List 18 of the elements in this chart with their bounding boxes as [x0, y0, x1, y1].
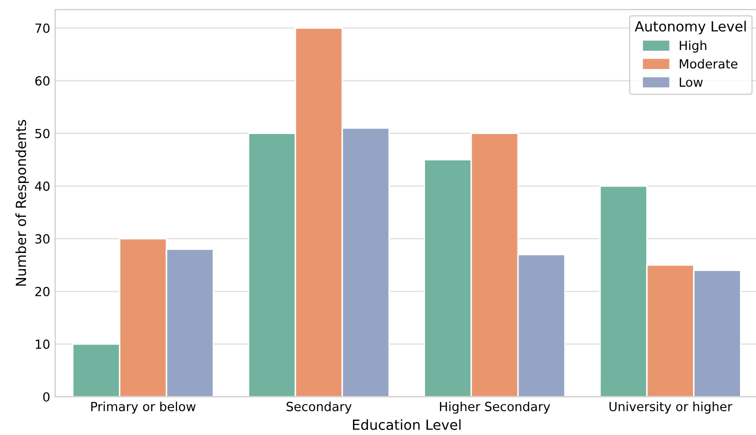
y-tick-label: 70 — [35, 23, 50, 33]
legend-label: High — [680, 40, 706, 53]
y-tick-label: 60 — [35, 76, 50, 86]
legend-label: Moderate — [680, 58, 738, 69]
x-tick-label: Primary or below — [91, 402, 196, 414]
y-tick-label: 50 — [35, 128, 50, 138]
y-tick-label: 10 — [36, 340, 50, 349]
y-tick-label: 20 — [35, 286, 50, 296]
y-tick-label: 40 — [35, 182, 50, 191]
legend-label: Low — [680, 78, 703, 87]
x-tick-label: University or higher — [610, 402, 732, 414]
x-axis-title: Education Level — [352, 419, 461, 430]
y-tick-label: 30 — [35, 234, 50, 244]
x-tick-label: Secondary — [286, 402, 352, 414]
x-tick-label: Higher Secondary — [440, 402, 550, 414]
legend-title: Autonomy Level — [634, 20, 746, 34]
y-axis-title: Number of Respondents — [15, 120, 29, 286]
y-tick-label: 0 — [43, 392, 50, 402]
